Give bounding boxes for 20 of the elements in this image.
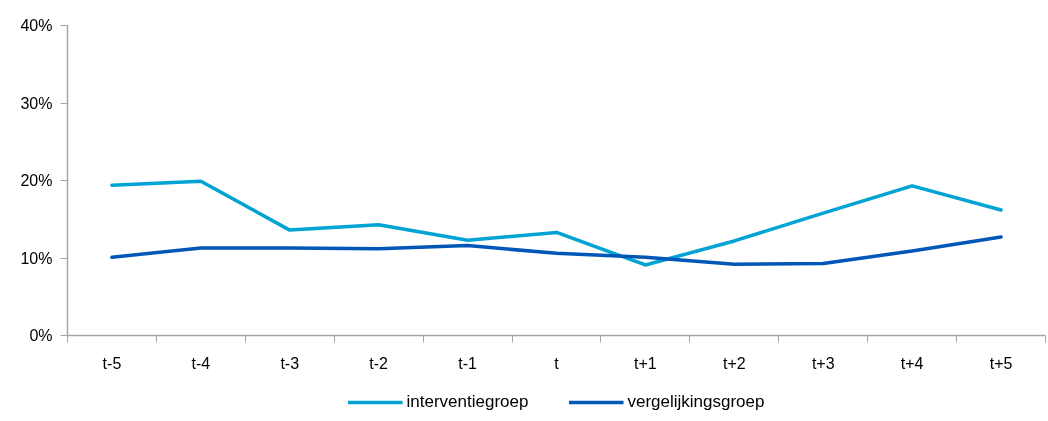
line-series (110, 179, 1003, 267)
y-tick-label: 20% (20, 172, 53, 189)
y-tick-label: 40% (20, 17, 53, 34)
x-tick-label: t-3 (280, 354, 300, 372)
x-tick-label: t (554, 354, 560, 372)
y-tick-label: 30% (20, 94, 53, 112)
x-tick-label: t-1 (458, 354, 478, 372)
x-tick-label: t+1 (634, 354, 657, 372)
legend-label: interventiegroep (406, 392, 529, 412)
x-tick-label: t+4 (900, 354, 924, 372)
y-tick-label: 10% (20, 249, 53, 267)
y-tick-label: 0% (29, 327, 53, 344)
x-tick-label: t-2 (369, 354, 389, 372)
x-tick-label: t-4 (191, 354, 211, 372)
x-tick-label: t-5 (102, 354, 122, 372)
line-series (110, 235, 1003, 266)
x-tick-label: t+5 (989, 354, 1013, 372)
x-tick-label: t+2 (722, 354, 746, 372)
legend-label: vergelijkingsgroep (627, 392, 765, 412)
x-tick-label: t+3 (811, 354, 835, 372)
